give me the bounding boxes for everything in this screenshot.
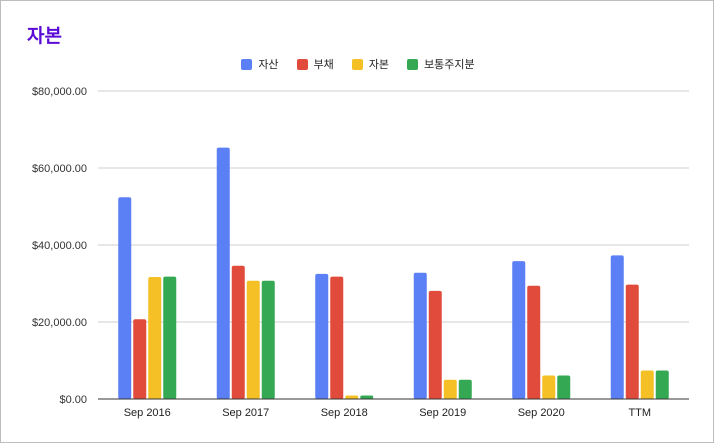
bar bbox=[360, 395, 374, 399]
chart-legend: 자산 부채 자본 보통주지분 bbox=[1, 56, 714, 72]
bar bbox=[527, 285, 541, 399]
legend-swatch-equity bbox=[351, 58, 363, 70]
legend-item-liabilities[interactable]: 부채 bbox=[296, 56, 334, 72]
bar bbox=[330, 276, 344, 399]
legend-item-assets[interactable]: 자산 bbox=[241, 56, 279, 72]
bar bbox=[345, 395, 359, 399]
bar bbox=[458, 379, 472, 399]
y-tick-label: $80,000.00 bbox=[32, 86, 87, 98]
bar bbox=[246, 280, 260, 399]
bar bbox=[557, 375, 571, 399]
legend-label-assets: 자산 bbox=[258, 58, 279, 71]
legend-label-equity: 자본 bbox=[368, 58, 390, 71]
bar bbox=[428, 290, 442, 399]
chart-title: 자본 bbox=[27, 25, 62, 47]
x-tick-label: Sep 2020 bbox=[518, 407, 565, 419]
legend-swatch-assets bbox=[241, 58, 253, 70]
y-tick-label: $40,000.00 bbox=[32, 240, 87, 252]
bar bbox=[655, 370, 669, 399]
bar bbox=[625, 284, 639, 399]
legend-label-common-equity: 보통주지분 bbox=[424, 58, 475, 71]
bar bbox=[261, 280, 275, 399]
legend-label-liabilities: 부채 bbox=[313, 58, 334, 71]
y-tick-label: $60,000.00 bbox=[32, 163, 87, 175]
bar bbox=[610, 255, 624, 399]
bar bbox=[118, 197, 132, 399]
bar bbox=[231, 265, 245, 399]
bar bbox=[133, 319, 147, 399]
x-tick-label: Sep 2017 bbox=[222, 407, 269, 419]
legend-swatch-liabilities bbox=[296, 58, 308, 70]
x-tick-label: Sep 2016 bbox=[124, 407, 171, 419]
y-tick-label: $20,000.00 bbox=[32, 317, 87, 329]
x-tick-label: TTM bbox=[628, 407, 651, 419]
bar bbox=[512, 261, 526, 399]
bar bbox=[216, 147, 230, 399]
bar bbox=[148, 276, 162, 399]
bar bbox=[443, 379, 457, 399]
bar bbox=[542, 375, 556, 399]
y-tick-label: $0.00 bbox=[59, 394, 87, 406]
bar bbox=[413, 272, 427, 399]
bar bbox=[315, 273, 329, 399]
x-tick-label: Sep 2018 bbox=[321, 407, 368, 419]
legend-swatch-common-equity bbox=[407, 58, 419, 70]
legend-item-common-equity[interactable]: 보통주지분 bbox=[407, 56, 475, 72]
legend-item-equity[interactable]: 자본 bbox=[351, 56, 390, 72]
x-tick-label: Sep 2019 bbox=[419, 407, 466, 419]
bar bbox=[163, 276, 177, 399]
bar bbox=[640, 370, 654, 399]
